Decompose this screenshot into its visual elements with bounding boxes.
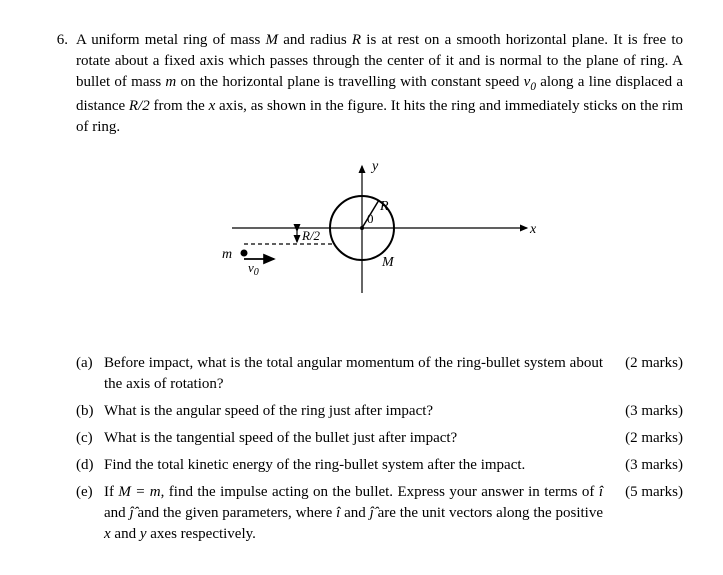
y-axis-label: y bbox=[370, 159, 379, 174]
var-M: M bbox=[266, 32, 279, 48]
x-axis-label: x bbox=[529, 222, 537, 237]
text: from the bbox=[150, 98, 209, 114]
part-b-label: (b) bbox=[76, 401, 104, 422]
part-a-text: Before impact, what is the total angular… bbox=[104, 353, 603, 395]
part-c: (c) What is the tangential speed of the … bbox=[76, 428, 683, 449]
question-number: 6. bbox=[40, 30, 76, 51]
m-label: m bbox=[222, 247, 232, 262]
part-c-text: What is the tangential speed of the bull… bbox=[104, 428, 603, 449]
part-e-marks: (5 marks) bbox=[603, 482, 683, 503]
question-text: A uniform metal ring of mass M and radiu… bbox=[76, 30, 683, 138]
var-y: y bbox=[140, 526, 147, 542]
part-c-label: (c) bbox=[76, 428, 104, 449]
text: and bbox=[104, 505, 129, 521]
text: and the given parameters, where bbox=[134, 505, 336, 521]
bullet-dot bbox=[240, 249, 247, 256]
var-R: R bbox=[352, 32, 361, 48]
text: , find the impulse acting on the bullet.… bbox=[161, 484, 599, 500]
part-a-label: (a) bbox=[76, 353, 104, 374]
part-e: (e) If M = m, find the impulse acting on… bbox=[76, 482, 683, 545]
part-e-label: (e) bbox=[76, 482, 104, 503]
figure: y x 0 R M R/2 m v0 bbox=[40, 158, 683, 323]
part-d-label: (d) bbox=[76, 455, 104, 476]
part-a-marks: (2 marks) bbox=[603, 353, 683, 374]
part-d: (d) Find the total kinetic energy of the… bbox=[76, 455, 683, 476]
figure-svg: y x 0 R M R/2 m v0 bbox=[182, 158, 542, 323]
R2-label: R/2 bbox=[301, 228, 321, 243]
text: and bbox=[340, 505, 369, 521]
text: and bbox=[111, 526, 140, 542]
M-label: M bbox=[381, 255, 395, 270]
var-Mm: M = m bbox=[118, 484, 160, 500]
var-x: x bbox=[104, 526, 111, 542]
part-b: (b) What is the angular speed of the rin… bbox=[76, 401, 683, 422]
var-m: m bbox=[165, 74, 176, 90]
var-R2: R/2 bbox=[129, 98, 150, 114]
part-b-text: What is the angular speed of the ring ju… bbox=[104, 401, 603, 422]
text: axes respectively. bbox=[147, 526, 256, 542]
text: and radius bbox=[278, 32, 352, 48]
question-6: 6. A uniform metal ring of mass M and ra… bbox=[40, 30, 683, 138]
part-d-text: Find the total kinetic energy of the rin… bbox=[104, 455, 603, 476]
part-e-text: If M = m, find the impulse acting on the… bbox=[104, 482, 603, 545]
text: A uniform metal ring of mass bbox=[76, 32, 266, 48]
v0-label: v0 bbox=[248, 260, 259, 278]
text: If bbox=[104, 484, 118, 500]
var-v0: v0 bbox=[524, 74, 536, 90]
part-c-marks: (2 marks) bbox=[603, 428, 683, 449]
part-b-marks: (3 marks) bbox=[603, 401, 683, 422]
part-d-marks: (3 marks) bbox=[603, 455, 683, 476]
R-label: R bbox=[379, 199, 389, 214]
text: on the horizontal plane is travelling wi… bbox=[176, 74, 523, 90]
part-a: (a) Before impact, what is the total ang… bbox=[76, 353, 683, 395]
text: are the unit vectors along the positive bbox=[374, 505, 603, 521]
